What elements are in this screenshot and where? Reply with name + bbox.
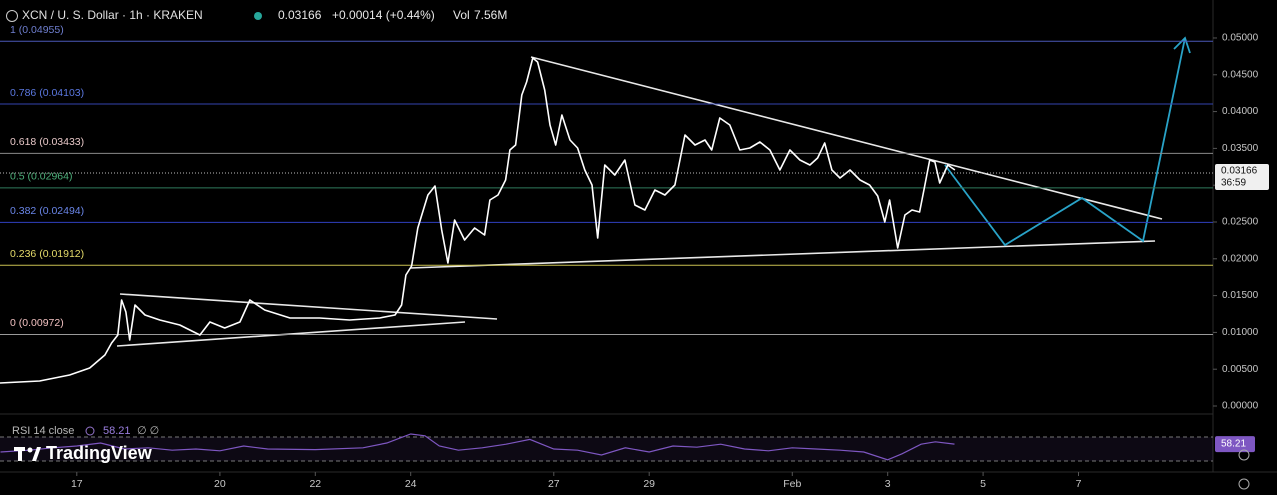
fib-label: 0.5 (0.02964) bbox=[10, 171, 72, 183]
x-tick-label: 17 bbox=[71, 478, 83, 490]
rsi-axis-label: 58.21 bbox=[1221, 439, 1246, 450]
last-price: 0.03166 bbox=[278, 8, 322, 22]
trendline bbox=[119, 293, 498, 320]
countdown: 36:59 bbox=[1221, 178, 1246, 189]
price-label: 0.03166 bbox=[1221, 166, 1258, 177]
y-tick-label: 0.01500 bbox=[1222, 290, 1259, 301]
price-change: +0.00014 (+0.44%) bbox=[332, 8, 435, 22]
x-tick-label: 24 bbox=[405, 478, 417, 490]
y-tick-label: 0.00000 bbox=[1222, 401, 1259, 412]
x-tick-label: 20 bbox=[214, 478, 226, 490]
x-tick-label: 5 bbox=[980, 478, 986, 490]
x-tick-label: 7 bbox=[1076, 478, 1082, 490]
y-tick-label: 0.04500 bbox=[1222, 69, 1259, 80]
y-tick-label: 0.00500 bbox=[1222, 364, 1259, 375]
rsi-icon bbox=[85, 426, 95, 436]
status-dot bbox=[254, 12, 262, 20]
rsi-extra: ∅ ∅ bbox=[137, 425, 159, 437]
logo: TradingView bbox=[14, 443, 153, 463]
fib-label: 0.786 (0.04103) bbox=[10, 87, 84, 99]
y-tick-label: 0.02500 bbox=[1222, 217, 1259, 228]
rsi-value: 58.21 bbox=[103, 425, 131, 437]
trendline bbox=[409, 240, 1156, 269]
plot: 1 (0.04955) 0.786 (0.04103) 0.618 (0.03433… bbox=[0, 24, 1269, 490]
logo-text: TradingView bbox=[46, 443, 153, 463]
price-label-box bbox=[1215, 163, 1269, 190]
fib-label: 1 (0.04955) bbox=[10, 24, 64, 36]
volume: 7.56M bbox=[474, 8, 507, 22]
volume-label: Vol bbox=[453, 8, 470, 22]
projection bbox=[944, 36, 1191, 247]
rsi-line bbox=[0, 433, 955, 461]
rsi-label: RSI 14 close bbox=[12, 425, 74, 437]
logo-mark bbox=[32, 447, 41, 461]
price-line bbox=[0, 57, 956, 384]
fib-label: 0.618 (0.03433) bbox=[10, 136, 84, 148]
logo-mark bbox=[18, 447, 22, 461]
projection-path bbox=[944, 37, 1186, 247]
x-tick-label: 22 bbox=[309, 478, 321, 490]
settings-icon[interactable] bbox=[1238, 478, 1250, 490]
y-tick-label: 0.04000 bbox=[1222, 106, 1259, 117]
symbol-title: XCN / U. S. Dollar · 1h · KRAKEN bbox=[22, 8, 203, 22]
y-tick-label: 0.02000 bbox=[1222, 253, 1259, 264]
fib-label: 0 (0.00972) bbox=[10, 317, 64, 329]
settings-icon[interactable] bbox=[1238, 449, 1250, 461]
trendline bbox=[530, 56, 1163, 220]
symbol-icon bbox=[6, 10, 18, 22]
y-tick-label: 0.05000 bbox=[1222, 33, 1259, 44]
logo-mark bbox=[27, 447, 33, 453]
x-tick-label: Feb bbox=[783, 478, 801, 490]
fib-label: 0.382 (0.02494) bbox=[10, 205, 84, 217]
x-tick-label: 29 bbox=[643, 478, 655, 490]
rsi-band-fill bbox=[0, 437, 1213, 462]
fib-label: 0.236 (0.01912) bbox=[10, 248, 84, 260]
x-tick-label: 3 bbox=[885, 478, 891, 490]
x-tick-label: 27 bbox=[548, 478, 560, 490]
rsi-label-box bbox=[1215, 436, 1255, 453]
y-tick-label: 0.01000 bbox=[1222, 327, 1259, 338]
y-tick-label: 0.03500 bbox=[1222, 143, 1259, 154]
projection-arrowhead bbox=[1173, 36, 1191, 54]
